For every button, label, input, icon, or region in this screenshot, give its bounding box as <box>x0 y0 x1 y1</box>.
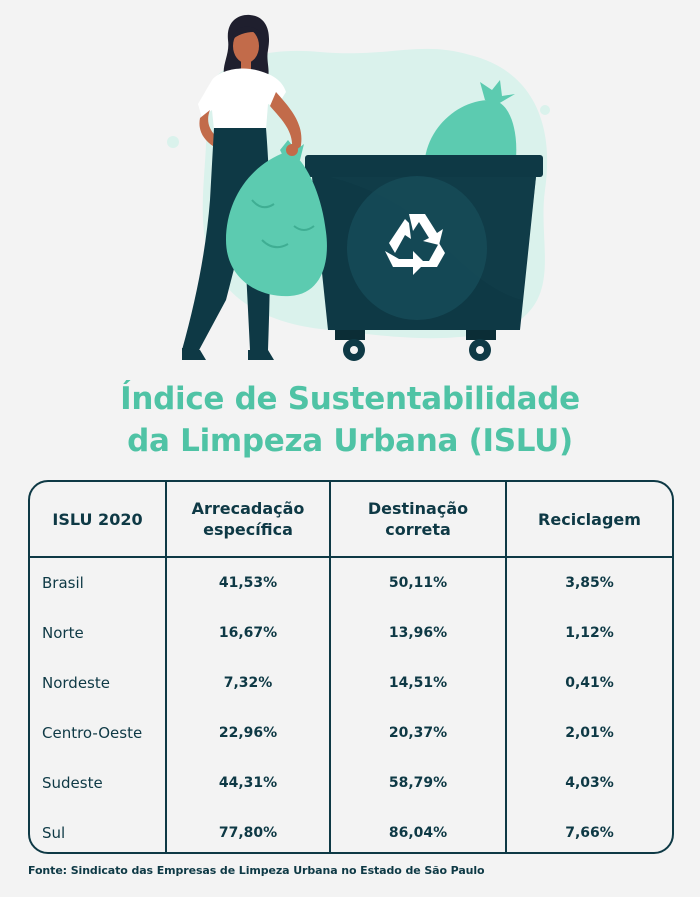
table-row: Centro-Oeste 22,96% 20,37% 2,01% <box>30 708 672 758</box>
arrecadacao-cell: 16,67% <box>165 608 330 658</box>
recycle-icon <box>385 214 445 275</box>
table-header-row: ISLU 2020 Arrecadação específica Destina… <box>30 482 672 558</box>
reciclagem-cell: 4,03% <box>505 758 672 808</box>
islu-table: ISLU 2020 Arrecadação específica Destina… <box>28 480 674 854</box>
destinacao-cell: 86,04% <box>329 808 506 852</box>
header-destinacao: Destinação correta <box>329 482 506 558</box>
header-arrecadacao: Arrecadação específica <box>165 482 330 558</box>
destinacao-cell: 13,96% <box>329 608 506 658</box>
destinacao-cell: 50,11% <box>329 557 506 608</box>
arrecadacao-cell: 22,96% <box>165 708 330 758</box>
region-cell: Norte <box>42 624 84 642</box>
table-row: Brasil 41,53% 50,11% 3,85% <box>30 557 672 608</box>
table-row: Sul 77,80% 86,04% 7,66% <box>30 808 672 852</box>
destinacao-cell: 20,37% <box>329 708 506 758</box>
arrecadacao-cell: 7,32% <box>165 658 330 708</box>
arrecadacao-cell: 44,31% <box>165 758 330 808</box>
title-line-1: Índice de Sustentabilidade <box>120 381 580 417</box>
reciclagem-cell: 3,85% <box>505 557 672 608</box>
arrecadacao-cell: 41,53% <box>165 557 330 608</box>
page-title: Índice de Sustentabilidade da Limpeza Ur… <box>0 378 700 462</box>
reciclagem-cell: 1,12% <box>505 608 672 658</box>
table-row: Sudeste 44,31% 58,79% 4,03% <box>30 758 672 808</box>
bag-in-bin <box>425 100 517 158</box>
title-line-2: da Limpeza Urbana (ISLU) <box>127 423 573 459</box>
source-note: Fonte: Sindicato das Empresas de Limpeza… <box>28 864 485 877</box>
header-islu: ISLU 2020 <box>30 482 166 558</box>
trash-bag <box>226 140 327 297</box>
hero-illustration <box>167 14 550 361</box>
arrecadacao-cell: 77,80% <box>165 808 330 852</box>
region-cell: Centro-Oeste <box>42 724 143 742</box>
reciclagem-cell: 0,41% <box>505 658 672 708</box>
table-row: Norte 16,67% 13,96% 1,12% <box>30 608 672 658</box>
region-cell: Sul <box>42 824 66 842</box>
recycling-bin <box>305 155 543 361</box>
region-cell: Sudeste <box>42 774 103 792</box>
destinacao-cell: 58,79% <box>329 758 506 808</box>
destinacao-cell: 14,51% <box>329 658 506 708</box>
reciclagem-cell: 7,66% <box>505 808 672 852</box>
region-cell: Brasil <box>42 574 84 592</box>
table-row: Nordeste 7,32% 14,51% 0,41% <box>30 658 672 708</box>
reciclagem-cell: 2,01% <box>505 708 672 758</box>
header-reciclagem: Reciclagem <box>505 482 672 558</box>
region-cell: Nordeste <box>42 674 110 692</box>
